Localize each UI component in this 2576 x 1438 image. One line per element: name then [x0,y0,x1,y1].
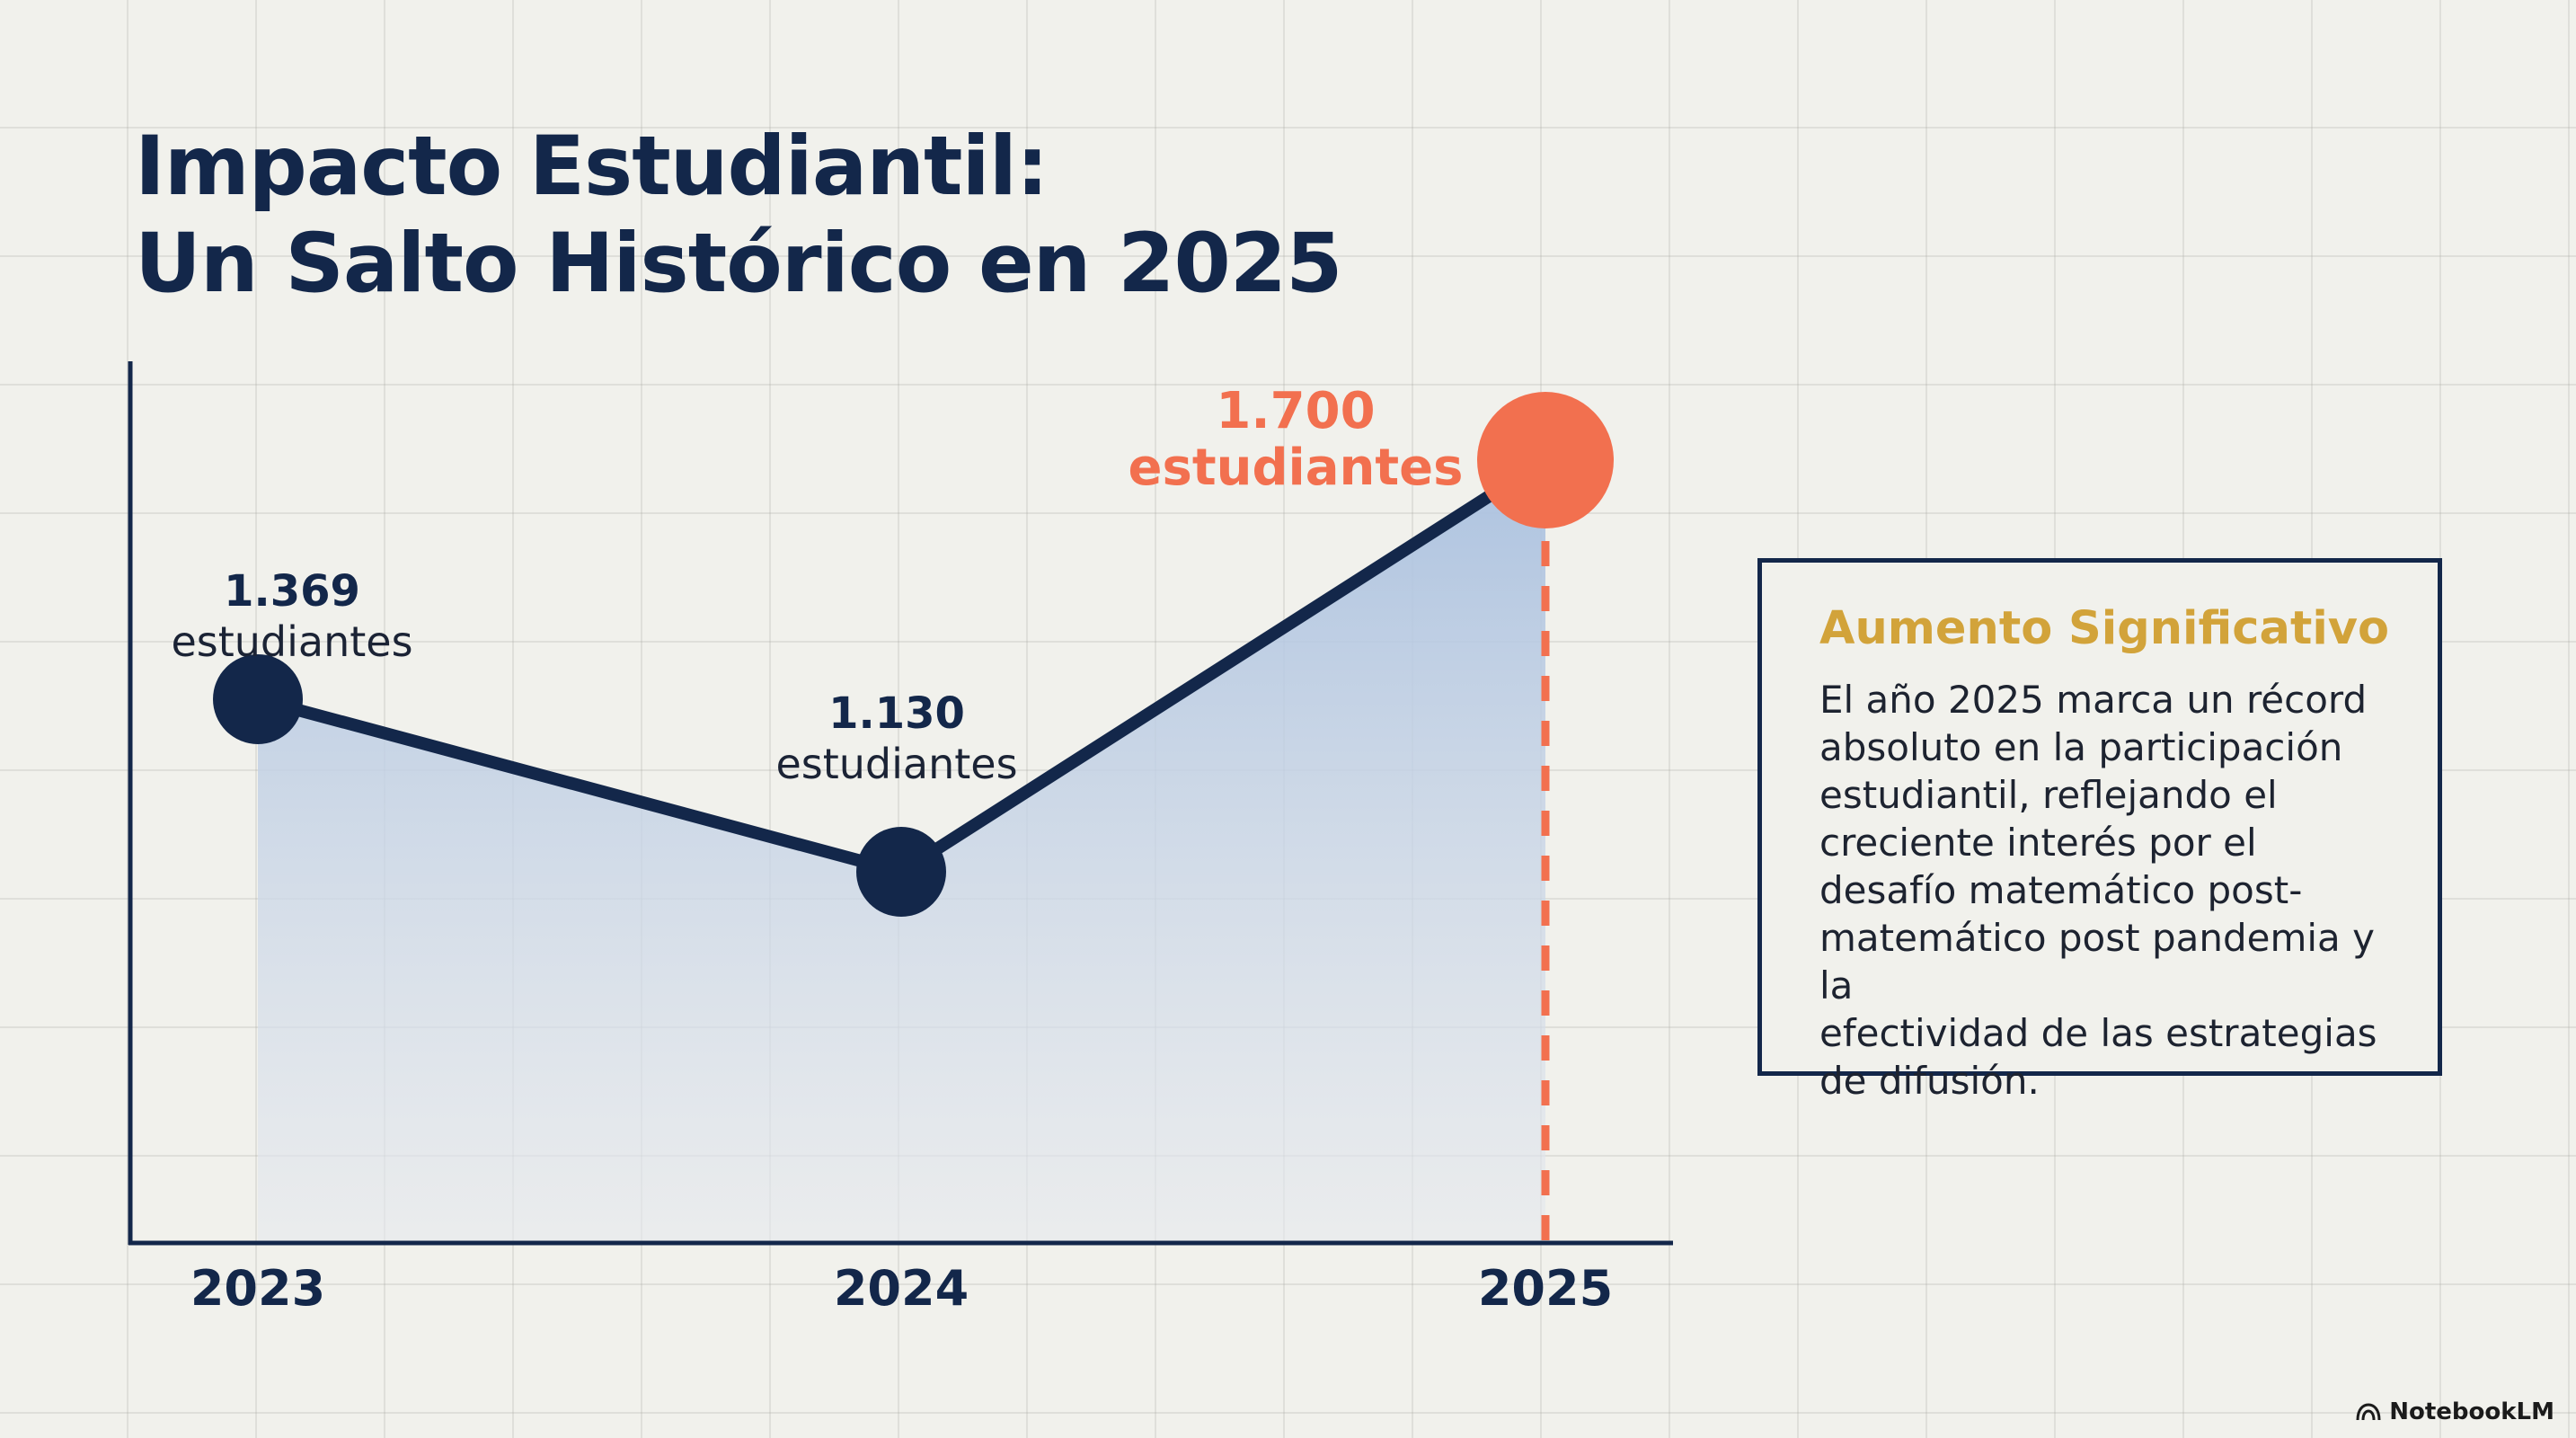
title-line-1: Impacto Estudiantil: [135,120,1049,214]
data-point [213,653,303,744]
data-label-unit: estudiantes [171,617,412,666]
info-line: absoluto en la participación [1819,725,2343,769]
info-line: El año 2025 marca un récord [1819,678,2368,722]
page-title: Impacto Estudiantil: Un Salto Histórico … [135,119,1342,313]
info-line: creciente interés por el [1819,821,2257,865]
data-label-value: 1.700 [1216,382,1375,440]
info-line: de difusión. [1819,1059,2040,1103]
data-label-unit: estudiantes [1129,439,1464,497]
data-label-value: 1.369 [224,566,360,617]
info-line: efectividad de las estrategias [1819,1011,2377,1055]
x-tick-label: 2023 [190,1260,325,1317]
notebooklm-logo-icon [2356,1403,2381,1421]
brand-watermark: NotebookLM [2355,1398,2554,1425]
info-box-body: El año 2025 marca un récord absoluto en … [1819,676,2411,1105]
x-tick-label: 2024 [834,1260,969,1317]
brand-label: NotebookLM [2389,1398,2554,1425]
info-line: desafío matemático post- [1819,868,2303,912]
info-line: matemático post pandemia y la [1819,916,2375,1007]
x-tick-label: 2025 [1478,1260,1613,1317]
title-line-2: Un Salto Histórico en 2025 [135,217,1342,311]
data-label-unit: estudiantes [775,740,1017,788]
info-box-title: Aumento Significativo [1819,602,2390,655]
area-fill [258,460,1545,1243]
data-label-value: 1.130 [828,688,965,739]
data-point-highlight [1477,392,1614,528]
info-line: estudiantil, reflejando el [1819,773,2278,817]
info-box: Aumento Significativo El año 2025 marca … [1757,558,2442,1103]
data-point [856,827,946,917]
